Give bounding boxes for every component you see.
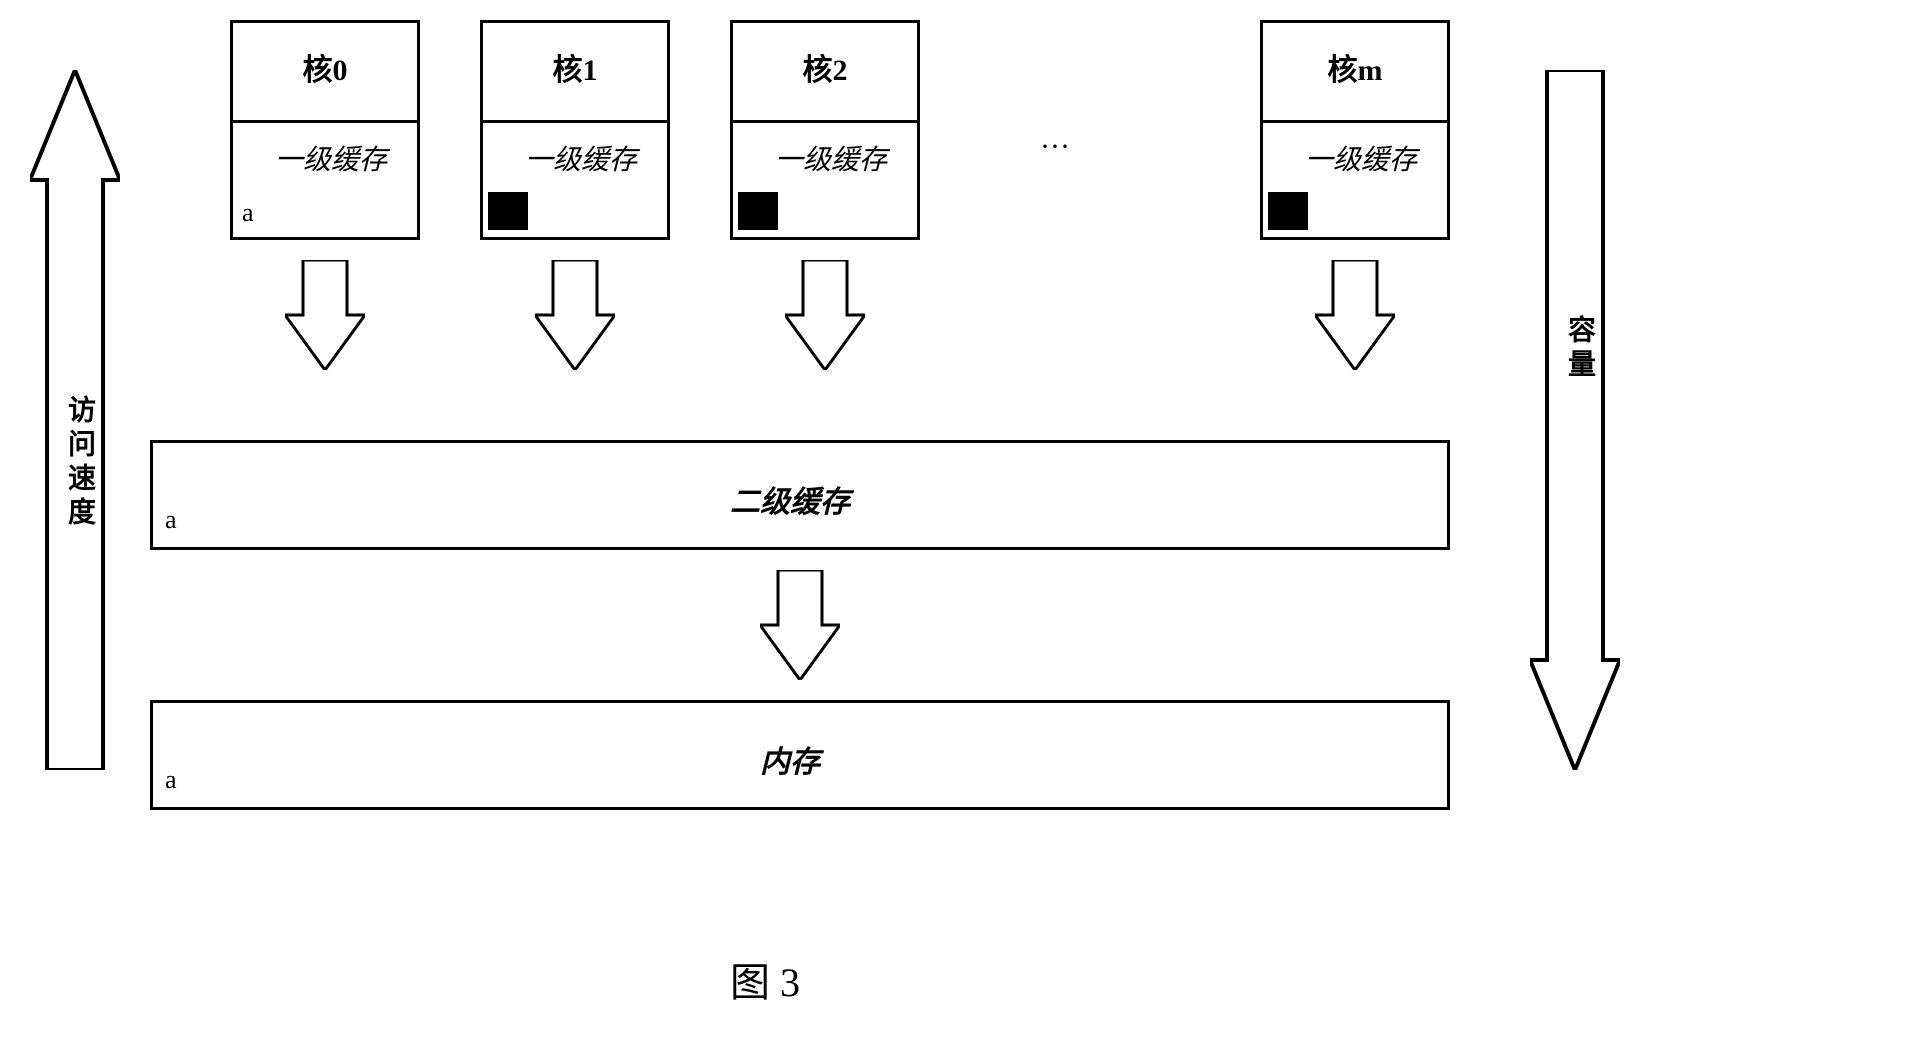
core-marker-1 [488,192,528,230]
memory-label: 内存 [760,737,820,781]
l1-cache-label-0: 一级缓存 [275,138,387,178]
l1-cache-label-3: 一级缓存 [1305,138,1417,178]
capacity-arrow [1530,70,1620,770]
memory-a-label: a [165,765,177,795]
core-marker-2 [738,192,778,230]
core-marker-3 [1268,192,1308,230]
l1-cache-label-2: 一级缓存 [775,138,887,178]
down-arrow-icon [785,260,865,370]
l2-a-label: a [165,505,177,535]
down-arrow-icon [285,260,365,370]
access-speed-arrow-label: 访问速度 [59,395,99,531]
l1-cache-label-1: 一级缓存 [525,138,637,178]
down-arrow-icon [1315,260,1395,370]
l2-cache-label: 二级缓存 [730,477,850,521]
figure-label: 图 3 [730,950,800,1008]
cores-ellipsis: ··· [1040,130,1070,164]
down-arrow-icon [760,570,840,680]
core-a-label-0: a [242,198,254,228]
capacity-arrow-label: 容量 [1559,315,1599,383]
down-arrow-icon [535,260,615,370]
